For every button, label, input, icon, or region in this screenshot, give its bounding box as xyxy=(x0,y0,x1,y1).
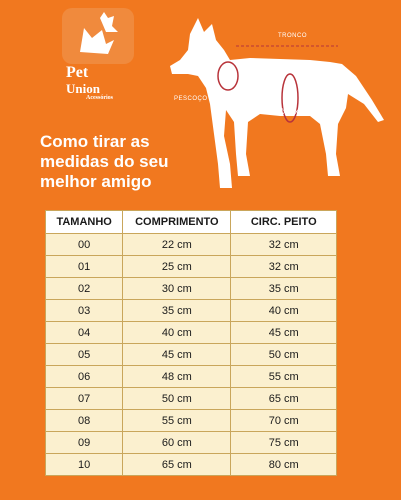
chest-cell: 45 cm xyxy=(230,321,337,344)
size-cell: 03 xyxy=(44,299,124,322)
headline-line-3: melhor amigo xyxy=(40,172,152,191)
size-cell: 08 xyxy=(44,409,124,432)
dog-silhouette xyxy=(170,18,384,188)
size-cell: 09 xyxy=(44,431,124,454)
header-size: TAMANHO xyxy=(44,210,124,234)
length-cell: 55 cm xyxy=(122,409,232,432)
size-cell: 10 xyxy=(44,453,124,476)
chest-cell: 65 cm xyxy=(230,387,337,410)
length-cell: 45 cm xyxy=(122,343,232,366)
chest-cell: 75 cm xyxy=(230,431,337,454)
size-cell: 04 xyxy=(44,321,124,344)
label-pescoco: PESCOÇO xyxy=(174,96,208,102)
length-cell: 50 cm xyxy=(122,387,232,410)
length-cell: 30 cm xyxy=(122,277,232,300)
headline: Como tirar as medidas do seu melhor amig… xyxy=(40,132,240,192)
pet-logo-icon xyxy=(80,12,118,54)
neck-measure-ring xyxy=(217,61,239,91)
header-chest: CIRC. PEITO xyxy=(230,210,337,234)
table-row: 08 55 cm 70 cm xyxy=(44,409,337,432)
length-cell: 22 cm xyxy=(122,233,232,256)
logo-line-union: Union xyxy=(66,81,100,96)
size-cell: 01 xyxy=(44,255,124,278)
table-row: 02 30 cm 35 cm xyxy=(44,277,337,300)
table-row: 10 65 cm 80 cm xyxy=(44,453,337,476)
size-cell: 07 xyxy=(44,387,124,410)
chest-cell: 70 cm xyxy=(230,409,337,432)
length-cell: 25 cm xyxy=(122,255,232,278)
chest-cell: 55 cm xyxy=(230,365,337,388)
table-row: 04 40 cm 45 cm xyxy=(44,321,337,344)
size-cell: 06 xyxy=(44,365,124,388)
size-table: TAMANHO COMPRIMENTO CIRC. PEITO 00 22 cm… xyxy=(44,210,337,476)
chest-cell: 32 cm xyxy=(230,255,337,278)
header-length: COMPRIMENTO xyxy=(122,210,232,234)
table-row: 07 50 cm 65 cm xyxy=(44,387,337,410)
label-torax: TÓRAX xyxy=(276,110,300,116)
chest-cell: 35 cm xyxy=(230,277,337,300)
table-row: 05 45 cm 50 cm xyxy=(44,343,337,366)
chest-measure-ring xyxy=(281,73,299,123)
chest-cell: 80 cm xyxy=(230,453,337,476)
length-cell: 48 cm xyxy=(122,365,232,388)
table-row: 06 48 cm 55 cm xyxy=(44,365,337,388)
size-cell: 00 xyxy=(44,233,124,256)
chest-cell: 32 cm xyxy=(230,233,337,256)
size-cell: 02 xyxy=(44,277,124,300)
logo-text: Pet Union Acessórios xyxy=(66,64,156,101)
table-row: 00 22 cm 32 cm xyxy=(44,233,337,256)
logo-line-accessories: Acessórios xyxy=(86,95,113,101)
logo-line-pet: Pet xyxy=(66,64,89,81)
size-table-wrap: TAMANHO COMPRIMENTO CIRC. PEITO 00 22 cm… xyxy=(44,210,337,476)
table-row: 01 25 cm 32 cm xyxy=(44,255,337,278)
table-row: 03 35 cm 40 cm xyxy=(44,299,337,322)
chest-cell: 50 cm xyxy=(230,343,337,366)
logo-badge xyxy=(62,8,134,64)
length-cell: 65 cm xyxy=(122,453,232,476)
length-cell: 40 cm xyxy=(122,321,232,344)
chest-cell: 40 cm xyxy=(230,299,337,322)
table-header-row: TAMANHO COMPRIMENTO CIRC. PEITO xyxy=(44,210,337,234)
dog-illustration xyxy=(170,18,384,188)
length-cell: 60 cm xyxy=(122,431,232,454)
size-cell: 05 xyxy=(44,343,124,366)
table-row: 09 60 cm 75 cm xyxy=(44,431,337,454)
headline-line-2: medidas do seu xyxy=(40,152,169,171)
headline-line-1: Como tirar as xyxy=(40,132,150,151)
label-tronco: TRONCO xyxy=(278,33,307,39)
length-cell: 35 cm xyxy=(122,299,232,322)
